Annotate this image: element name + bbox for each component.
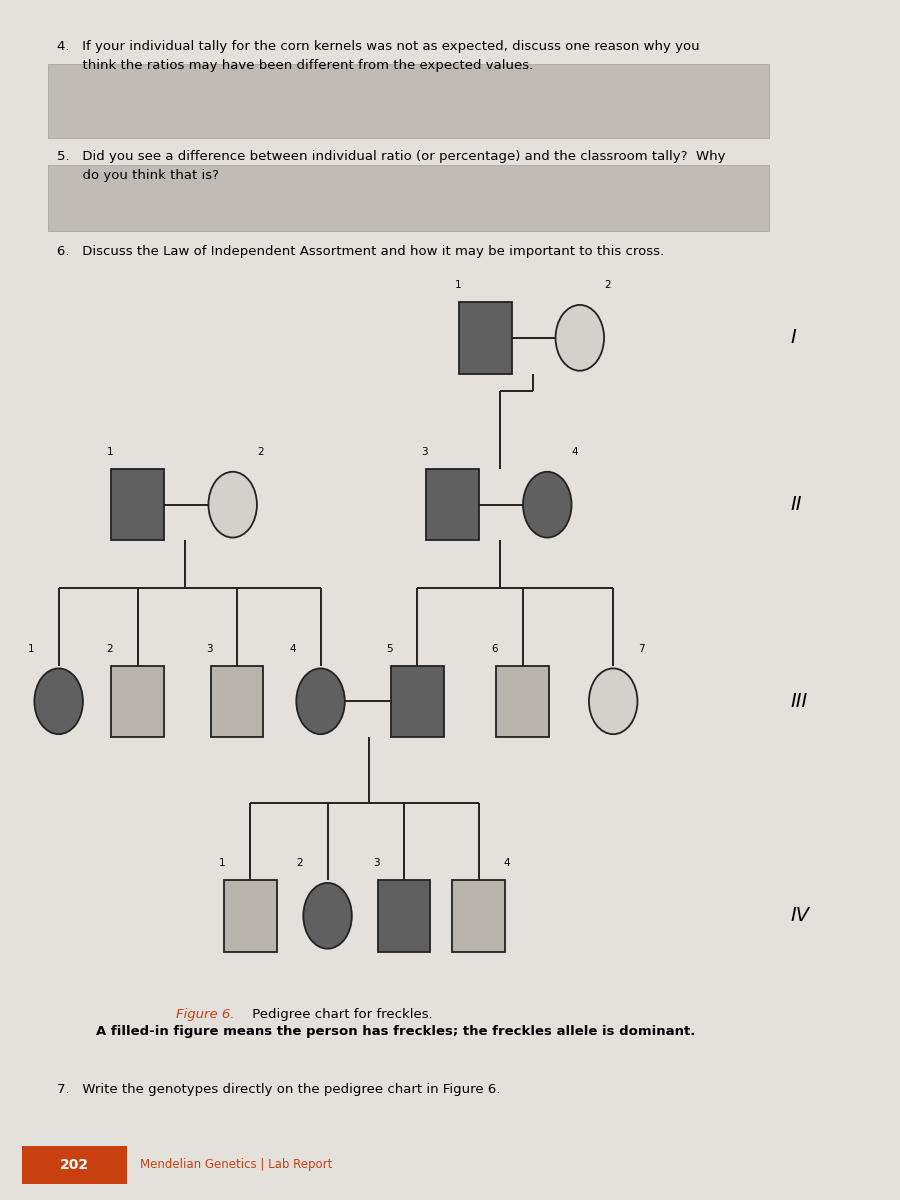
Text: 202: 202	[60, 1158, 89, 1172]
Text: 1: 1	[454, 280, 461, 290]
Text: 2: 2	[605, 280, 611, 290]
Text: 6: 6	[491, 643, 498, 654]
Circle shape	[523, 472, 572, 538]
Text: 2: 2	[106, 643, 113, 654]
Text: IV: IV	[791, 906, 810, 925]
Text: 7.   Write the genotypes directly on the pedigree chart in Figure 6.: 7. Write the genotypes directly on the p…	[57, 1082, 500, 1096]
Text: III: III	[791, 691, 808, 710]
Circle shape	[589, 668, 637, 734]
Bar	[459, 302, 512, 373]
Bar	[22, 1146, 127, 1184]
Text: A filled-in figure means the person has freckles; the freckles allele is dominan: A filled-in figure means the person has …	[96, 1026, 696, 1038]
Bar	[224, 880, 276, 952]
Text: 4: 4	[572, 448, 579, 457]
Circle shape	[303, 883, 352, 949]
Text: 7: 7	[638, 643, 644, 654]
Text: I: I	[791, 329, 796, 347]
Circle shape	[296, 668, 345, 734]
Text: Pedigree chart for freckles.: Pedigree chart for freckles.	[248, 1008, 433, 1020]
Text: 2: 2	[296, 858, 303, 868]
Text: 4: 4	[503, 858, 510, 868]
Text: 4.   If your individual tally for the corn kernels was not as expected, discuss : 4. If your individual tally for the corn…	[57, 40, 699, 72]
Circle shape	[34, 668, 83, 734]
Circle shape	[555, 305, 604, 371]
Text: 5: 5	[386, 643, 392, 654]
Text: 5.   Did you see a difference between individual ratio (or percentage) and the c: 5. Did you see a difference between indi…	[57, 150, 725, 181]
Bar	[211, 666, 264, 737]
Bar	[496, 666, 549, 737]
Text: 1: 1	[27, 643, 34, 654]
Circle shape	[209, 472, 256, 538]
Text: 1: 1	[219, 858, 226, 868]
Text: Mendelian Genetics | Lab Report: Mendelian Genetics | Lab Report	[140, 1158, 333, 1171]
Text: 3: 3	[421, 448, 428, 457]
Text: Figure 6.: Figure 6.	[176, 1008, 234, 1020]
Bar	[48, 166, 769, 230]
Bar	[453, 880, 505, 952]
Bar	[426, 469, 479, 540]
Bar	[391, 666, 444, 737]
Bar	[48, 64, 769, 138]
Text: 6.   Discuss the Law of Independent Assortment and how it may be important to th: 6. Discuss the Law of Independent Assort…	[57, 245, 664, 258]
Bar	[112, 666, 164, 737]
Text: II: II	[791, 496, 802, 514]
Text: 1: 1	[106, 448, 113, 457]
Text: 2: 2	[257, 448, 264, 457]
Text: 3: 3	[373, 858, 380, 868]
Text: 4: 4	[289, 643, 296, 654]
Bar	[112, 469, 164, 540]
Text: 3: 3	[206, 643, 212, 654]
Bar	[378, 880, 430, 952]
